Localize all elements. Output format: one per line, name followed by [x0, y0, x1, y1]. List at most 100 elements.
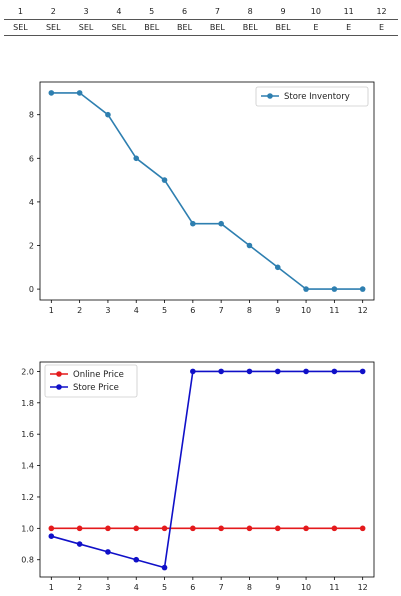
- data-point: [48, 533, 55, 539]
- x-tick-label: 9: [275, 583, 280, 592]
- action-row: SEL SEL SEL SEL BEL BEL BEL BEL BEL E E E: [4, 19, 398, 36]
- data-point: [161, 177, 168, 183]
- legend-label: Store Inventory: [284, 92, 350, 102]
- data-point: [105, 525, 111, 532]
- x-tick-label: 4: [134, 306, 139, 315]
- y-tick-label: 1.8: [21, 399, 34, 408]
- legend-label: Online Price: [73, 370, 124, 380]
- period-cell: 5: [135, 4, 169, 20]
- plot-frame: [39, 81, 375, 301]
- period-cell: 1: [4, 4, 37, 20]
- action-cell: SEL: [36, 19, 70, 36]
- legend-box: [255, 86, 369, 107]
- x-tick-label: 10: [301, 583, 311, 592]
- legend: Store Inventory: [255, 86, 369, 107]
- period-cell: 7: [200, 4, 234, 20]
- data-point: [331, 525, 338, 532]
- plot-frame: [39, 361, 375, 578]
- data-point: [48, 525, 55, 532]
- y-tick-label: 0.8: [21, 556, 34, 565]
- legend-label: Store Price: [73, 383, 119, 393]
- legend-swatch-marker: [267, 93, 273, 99]
- x-tick-label: 6: [190, 306, 195, 315]
- data-point: [133, 556, 140, 563]
- data-point: [190, 368, 196, 375]
- data-point: [161, 564, 168, 571]
- price-chart: 1 2 3 4 5 6 7 8 9 10 11 120.81.01.21.41.61.82.0 Onli…: [21, 361, 375, 592]
- data-point: [359, 368, 366, 375]
- y-tick-label: 1.0: [21, 524, 34, 533]
- x-tick-label: 8: [247, 583, 252, 592]
- x-tick-label: 8: [247, 306, 252, 315]
- data-point: [331, 368, 338, 375]
- action-cell: SEL: [102, 19, 136, 36]
- data-point: [274, 264, 281, 271]
- data-point: [274, 525, 281, 532]
- data-point: [274, 368, 281, 375]
- data-point: [133, 155, 140, 162]
- x-tick-label: 2: [77, 306, 82, 315]
- data-point: [218, 368, 224, 375]
- policy-table: 1 2 3 4 5 6 7 8 9 10 11 12 SEL SEL SEL SEL BEL BEL BEL BEL…: [4, 4, 398, 36]
- data-point: [218, 220, 224, 227]
- period-cell: 8: [233, 4, 267, 20]
- y-tick-label: 0: [29, 285, 34, 294]
- x-tick-label: 5: [162, 306, 167, 315]
- data-point: [246, 242, 253, 249]
- action-cell: E: [299, 19, 333, 36]
- data-point: [76, 525, 83, 532]
- y-tick-label: 1.6: [21, 430, 34, 439]
- data-point: [190, 525, 196, 532]
- period-cell: 6: [168, 4, 201, 20]
- data-point: [303, 525, 309, 532]
- x-tick-label: 2: [77, 583, 82, 592]
- period-cell: 3: [69, 4, 103, 20]
- x-tick-label: 10: [301, 306, 311, 315]
- data-point: [105, 549, 111, 555]
- data-point: [105, 111, 111, 118]
- y-tick-label: 8: [29, 111, 34, 120]
- x-tick-label: 11: [329, 583, 339, 592]
- legend: Online Price Store Price: [44, 364, 138, 398]
- legend-box: [44, 364, 138, 398]
- data-point: [359, 286, 366, 292]
- x-tick-label: 3: [105, 306, 110, 315]
- x-tick-label: 4: [134, 583, 139, 592]
- x-tick-label: 7: [219, 306, 224, 315]
- x-tick-label: 11: [329, 306, 339, 315]
- x-tick-label: 7: [219, 583, 224, 592]
- period-cell: 12: [365, 4, 398, 20]
- x-tick-label: 5: [162, 583, 167, 592]
- period-cell: 9: [266, 4, 300, 20]
- data-point: [48, 90, 55, 96]
- period-header-row: 1 2 3 4 5 6 7 8 9 10 11 12: [4, 4, 398, 20]
- x-tick-label: 3: [105, 583, 110, 592]
- x-tick-label: 9: [275, 306, 280, 315]
- legend-swatch-marker: [56, 384, 62, 390]
- data-point: [76, 541, 83, 547]
- y-tick-label: 1.4: [21, 462, 34, 471]
- action-cell: BEL: [135, 19, 169, 36]
- x-tick-label: 12: [358, 306, 368, 315]
- data-point: [359, 525, 366, 532]
- y-tick-label: 2.0: [21, 367, 34, 376]
- x-tick-label: 1: [49, 583, 54, 592]
- data-point: [76, 90, 83, 96]
- data-point: [303, 368, 309, 375]
- data-point: [331, 286, 338, 292]
- x-tick-label: 6: [190, 583, 195, 592]
- series-line: [51, 92, 363, 290]
- data-point: [303, 286, 309, 292]
- data-point: [133, 525, 140, 532]
- x-tick-label: 12: [358, 583, 368, 592]
- y-tick-label: 1.2: [21, 493, 34, 502]
- data-point: [246, 525, 253, 532]
- action-cell: E: [332, 19, 366, 36]
- x-tick-label: 1: [49, 306, 54, 315]
- action-cell: BEL: [233, 19, 267, 36]
- y-tick-label: 4: [29, 198, 34, 207]
- data-point: [218, 525, 224, 532]
- data-point: [246, 368, 253, 375]
- action-cell: BEL: [266, 19, 300, 36]
